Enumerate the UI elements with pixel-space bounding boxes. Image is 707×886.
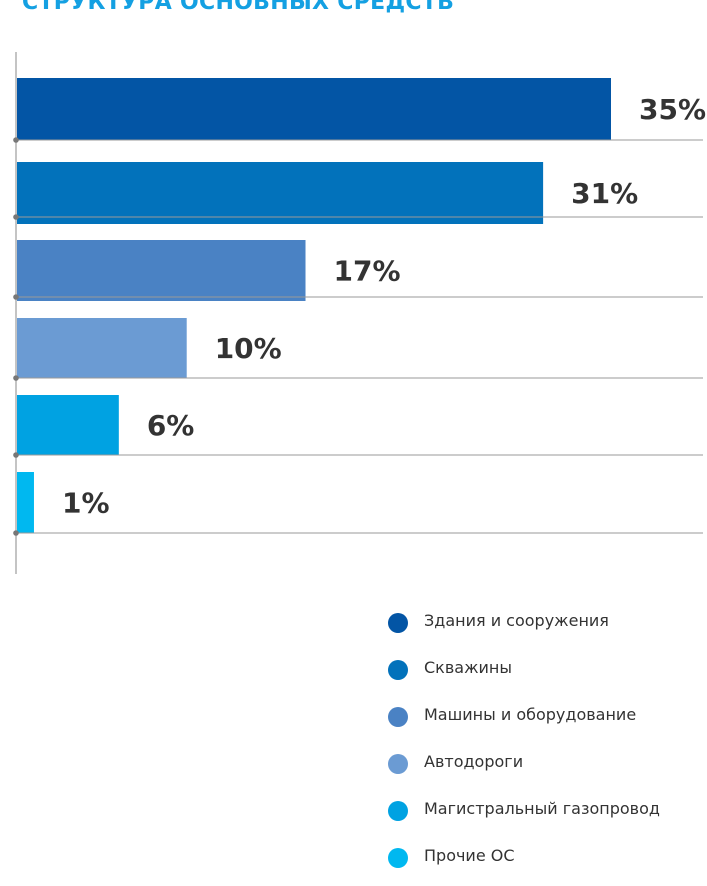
axis-tick-dot (13, 294, 19, 300)
bar-value-label: 17% (334, 255, 401, 288)
legend-swatch (388, 660, 408, 680)
legend-label: Машины и оборудование (424, 705, 637, 724)
legend-label: Автодороги (424, 752, 524, 771)
legend-item: Здания и сооружения (388, 604, 703, 651)
legend-label: Скважины (424, 658, 512, 677)
bar-chart: 35% 31% 17% 10% 6% 1% (13, 52, 706, 574)
legend-label: Прочие ОС (424, 846, 515, 865)
bar-value-label: 6% (147, 409, 195, 442)
bar-value-label: 10% (215, 332, 282, 365)
bar-6 (17, 472, 34, 533)
bar-value-label: 31% (571, 177, 638, 210)
axis-tick-dot (13, 452, 19, 458)
chart-title: СТРУКТУРА ОСНОВНЫХ СРЕДСТВ (22, 0, 455, 15)
legend-item: Машины и оборудование (388, 698, 703, 745)
axis-tick-dot (13, 214, 19, 220)
legend-item: Скважины (388, 651, 703, 698)
legend-swatch (388, 801, 408, 821)
bar-2 (17, 162, 544, 224)
legend-item: Прочие ОС (388, 839, 703, 886)
axis-tick-dot (13, 530, 19, 536)
legend-label: Здания и сооружения (424, 611, 609, 630)
bar-1 (17, 78, 611, 140)
bar-4 (17, 318, 187, 378)
legend-swatch (388, 848, 408, 868)
bar-value-label: 35% (639, 93, 706, 126)
legend-swatch (388, 754, 408, 774)
legend-label: Магистральный газопровод (424, 799, 660, 818)
legend-item: Автодороги (388, 745, 703, 792)
bar-3 (17, 240, 306, 301)
axis-tick-dot (13, 137, 19, 143)
axis-tick-dot (13, 375, 19, 381)
bar-value-label: 1% (62, 487, 110, 520)
legend-swatch (388, 707, 408, 727)
bar-5 (17, 395, 119, 455)
legend-swatch (388, 613, 408, 633)
legend: Здания и сооружения Скважины Машины и обор… (388, 604, 703, 886)
legend-item: Магистральный газопровод (388, 792, 703, 839)
